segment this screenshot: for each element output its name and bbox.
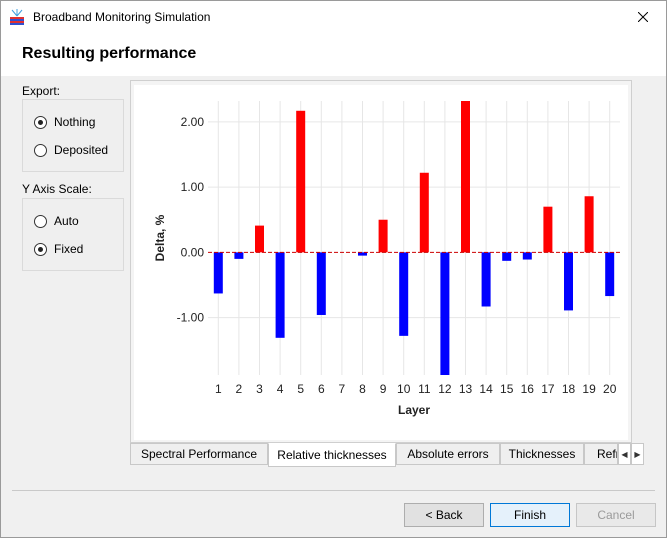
- x-tick-label: 11: [418, 382, 431, 396]
- export-group: [22, 99, 124, 172]
- x-tick-label: 4: [277, 382, 284, 396]
- x-tick-label: 2: [236, 382, 243, 396]
- tab-thicknesses[interactable]: Thicknesses: [500, 443, 584, 465]
- tab-label: Spectral Performance: [140, 447, 258, 461]
- bar-layer-16: [522, 252, 532, 260]
- bar-layer-2: [234, 252, 244, 259]
- tab-relative-thicknesses[interactable]: Relative thicknesses: [268, 443, 396, 467]
- x-tick-label: 9: [380, 382, 387, 396]
- x-tick-label: 13: [459, 382, 473, 396]
- tab-label: Thicknesses: [508, 447, 576, 461]
- bar-layer-4: [275, 252, 285, 338]
- bar-layer-10: [399, 252, 409, 336]
- window-title: Broadband Monitoring Simulation: [33, 10, 211, 24]
- bar-layer-18: [564, 252, 573, 311]
- x-tick-label: 5: [297, 382, 304, 396]
- page-header: Resulting performance: [1, 32, 666, 76]
- footer-separator: [12, 490, 655, 491]
- y-axis-scale-group: [22, 198, 124, 271]
- bar-layer-19: [584, 196, 594, 253]
- x-tick-label: 3: [256, 382, 263, 396]
- y-scale-auto-radio[interactable]: Auto: [34, 214, 79, 228]
- arrow-right-icon: ▶: [634, 449, 641, 459]
- export-nothing-radio[interactable]: Nothing: [34, 115, 95, 129]
- y-axis-scale-label: Y Axis Scale:: [22, 182, 92, 196]
- bar-layer-11: [419, 172, 429, 253]
- tab-scroll-right-button[interactable]: ▶: [631, 443, 644, 465]
- x-tick-label: 16: [521, 382, 535, 396]
- x-tick-label: 1: [215, 382, 222, 396]
- x-axis-label: Layer: [398, 403, 430, 417]
- bar-layer-6: [316, 252, 326, 315]
- bar-layer-13: [461, 101, 470, 253]
- app-icon: [10, 9, 24, 25]
- bar-layer-14: [481, 252, 491, 307]
- y-tick-label: -1.00: [177, 311, 205, 325]
- y-tick-label: 2.00: [181, 115, 205, 129]
- x-tick-label: 7: [339, 382, 346, 396]
- bar-layer-12: [440, 252, 450, 375]
- radio-label: Auto: [54, 214, 79, 228]
- back-button-label: < Back: [425, 508, 463, 522]
- bar-layer-3: [255, 225, 264, 253]
- x-tick-label: 18: [562, 382, 576, 396]
- radio-indicator: [34, 115, 47, 129]
- tab-absolute-errors[interactable]: Absolute errors: [396, 443, 500, 465]
- title-bar: Broadband Monitoring Simulation: [1, 1, 666, 32]
- cancel-button[interactable]: Cancel: [576, 503, 656, 527]
- bar-layer-8: [358, 252, 367, 256]
- y-tick-label: 0.00: [181, 245, 205, 259]
- radio-label: Nothing: [54, 115, 96, 129]
- radio-indicator: [34, 242, 47, 256]
- tab-label: Absolute errors: [407, 447, 489, 461]
- y-scale-fixed-radio[interactable]: Fixed: [34, 242, 83, 256]
- tab-strip: Spectral Performance Relative thicknesse…: [130, 443, 632, 467]
- arrow-left-icon: ◀: [621, 449, 628, 459]
- y-tick-label: 1.00: [181, 180, 205, 194]
- x-tick-label: 14: [479, 382, 493, 396]
- chart-panel: -1.00 0.00 1.00 2.00 1 2 3 4 5 6 7 8 9 10 11 12 13 14 15 16…: [130, 80, 632, 443]
- x-tick-label: 15: [500, 382, 514, 396]
- tab-spectral-performance[interactable]: Spectral Performance: [130, 443, 268, 465]
- bar-layer-17: [543, 206, 553, 253]
- tab-label: Refr: [597, 447, 618, 461]
- x-tick-label: 17: [541, 382, 555, 396]
- radio-indicator: [34, 143, 47, 157]
- bar-layer-1: [213, 252, 223, 294]
- x-tick-label: 19: [582, 382, 596, 396]
- y-axis-label: Delta, %: [153, 214, 167, 261]
- finish-button-label: Finish: [513, 508, 546, 522]
- x-tick-label: 8: [359, 382, 366, 396]
- relative-thickness-chart: -1.000.001.002.001 2 3 4 5 6 7 8 9 10 11 12 13 14 15 16…: [153, 101, 620, 417]
- bar-layer-9: [378, 219, 388, 253]
- x-tick-label: 20: [603, 382, 617, 396]
- tab-label: Relative thicknesses: [277, 448, 387, 462]
- tab-scroll-left-button[interactable]: ◀: [618, 443, 631, 465]
- back-button[interactable]: < Back: [404, 503, 484, 527]
- finish-button[interactable]: Finish: [490, 503, 570, 527]
- bar-layer-15: [502, 252, 512, 261]
- radio-label: Deposited: [54, 143, 109, 157]
- x-tick-label: 6: [318, 382, 325, 396]
- tab-refr[interactable]: Refr: [584, 443, 618, 465]
- radio-label: Fixed: [54, 242, 84, 256]
- export-deposited-radio[interactable]: Deposited: [34, 143, 108, 157]
- close-button[interactable]: [620, 1, 666, 32]
- bar-layer-5: [296, 110, 306, 253]
- page-title: Resulting performance: [22, 45, 197, 62]
- close-icon: [638, 11, 648, 22]
- chart-area: -1.00 0.00 1.00 2.00 1 2 3 4 5 6 7 8 9 10 11 12 13 14 15 16…: [134, 85, 628, 440]
- x-tick-label: 12: [438, 382, 452, 396]
- cancel-button-label: Cancel: [597, 508, 635, 522]
- export-label: Export:: [22, 84, 61, 98]
- x-tick-label: 10: [397, 382, 411, 396]
- bar-layer-20: [605, 252, 615, 297]
- radio-indicator: [34, 214, 47, 228]
